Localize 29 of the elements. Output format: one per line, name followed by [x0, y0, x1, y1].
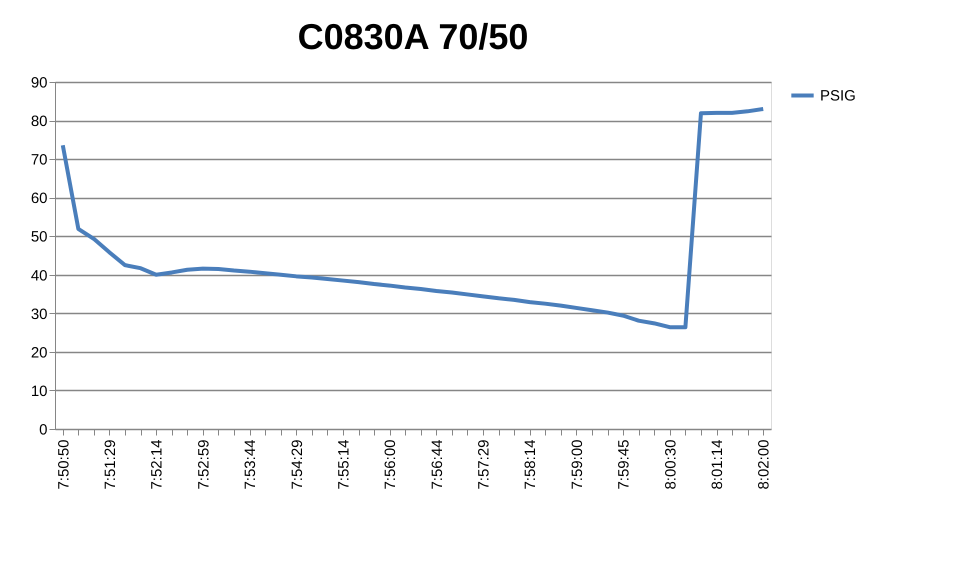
x-tick-label: 8:01:14 [709, 440, 726, 490]
x-tick-label: 7:53:44 [242, 440, 260, 490]
line-series [60, 106, 766, 330]
x-tick-label: 7:52:14 [148, 440, 166, 490]
y-tick-label: 20 [30, 344, 48, 362]
x-tick-label: 7:56:00 [382, 440, 400, 490]
x-tick-label: 7:57:29 [476, 440, 493, 490]
x-tick-label: 7:52:59 [195, 440, 212, 490]
x-tick-label: 7:51:29 [102, 440, 119, 490]
x-tick-label: 7:56:44 [428, 440, 446, 490]
y-tick-label: 50 [30, 228, 48, 246]
y-tick-label: 80 [30, 113, 48, 130]
x-tick-label: 7:50:50 [55, 440, 72, 490]
chart-title: C0830A 70/50 [298, 16, 528, 57]
y-tick-label: 10 [30, 382, 48, 400]
x-tick-label: 8:00:30 [662, 440, 680, 490]
y-tick-label: 40 [30, 267, 48, 284]
x-tick-label: 8:02:00 [756, 440, 773, 490]
x-tick-label: 7:59:00 [568, 440, 586, 490]
y-tick-label: 30 [30, 306, 48, 323]
y-tick-label: 70 [30, 152, 48, 169]
x-tick-label: 7:58:14 [522, 440, 540, 490]
y-tick-label: 0 [39, 422, 48, 438]
legend-label: PSIG [820, 88, 856, 104]
x-tick-label: 7:54:29 [288, 440, 306, 490]
y-tick-label: 60 [30, 190, 48, 208]
y-tick-label: 90 [30, 74, 48, 92]
x-tick-label: 7:59:45 [616, 440, 633, 490]
x-tick-label: 7:55:14 [335, 440, 352, 490]
